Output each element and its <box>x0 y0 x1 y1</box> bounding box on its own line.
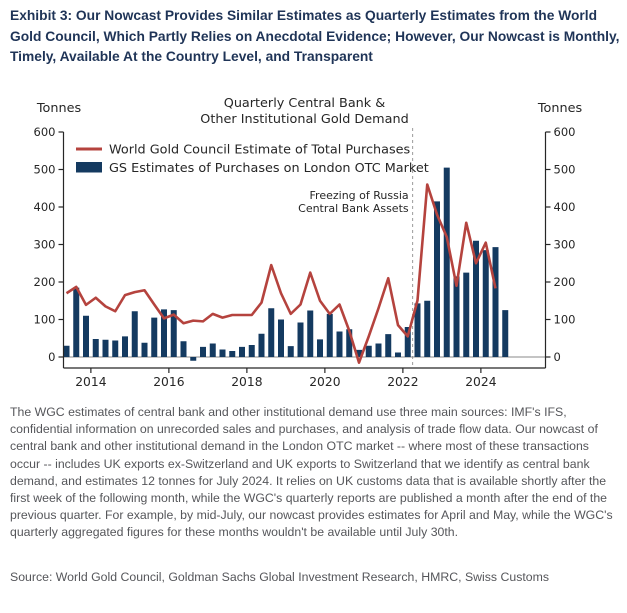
y-tick-label-right: 100 <box>554 313 576 327</box>
bar-2018Q3 <box>268 308 275 357</box>
x-tick-label: 2018 <box>231 375 262 389</box>
x-tick-label: 2024 <box>465 375 496 389</box>
bar-2019Q1 <box>287 346 294 357</box>
bar-2022Q2 <box>414 303 421 357</box>
bar-2017Q3 <box>229 351 236 357</box>
bar-2015Q4 <box>161 309 167 357</box>
bar-2013Q2 <box>63 345 70 357</box>
bar-2015Q2 <box>141 342 148 357</box>
x-tick-label: 2014 <box>75 375 106 389</box>
x-tick-label: 2016 <box>153 375 184 389</box>
bar-2022Q3 <box>424 300 431 357</box>
legend-label-wgc: World Gold Council Estimate of Total Pur… <box>109 143 410 158</box>
bar-2016Q2 <box>180 341 187 357</box>
bar-2018Q1 <box>248 345 255 357</box>
bar-2014Q3 <box>112 340 119 357</box>
y-tick-label-right: 500 <box>554 163 576 177</box>
y-tick-label-left: 500 <box>34 163 56 177</box>
legend-label-gs: GS Estimates of Purchases on London OTC … <box>109 161 429 176</box>
footnote: The WGC estimates of central bank and ot… <box>10 405 613 540</box>
bar-2023Q4 <box>473 240 479 357</box>
russia-annotation-line1: Freezing of Russia <box>310 189 409 202</box>
bar-2022Q1 <box>404 327 411 357</box>
bar-2021Q4 <box>395 352 401 357</box>
y-tick-label-left: 300 <box>34 238 56 252</box>
bar-2017Q1 <box>209 343 216 357</box>
bar-2024Q1 <box>482 250 489 357</box>
bar-2016Q1 <box>170 310 177 357</box>
bar-2013Q3 <box>73 287 80 357</box>
bar-2018Q4 <box>278 319 284 357</box>
source-line: Source: World Gold Council, Goldman Sach… <box>10 570 549 584</box>
bar-2024Q2 <box>492 247 499 357</box>
bar-2013Q4 <box>83 315 89 357</box>
x-tick-label: 2022 <box>387 375 418 389</box>
bar-2016Q3 <box>190 357 197 361</box>
bar-2019Q4 <box>317 339 323 357</box>
y-tick-label-right: 200 <box>554 275 576 289</box>
russia-annotation-line2: Central Bank Assets <box>298 202 409 215</box>
bar-2022Q4 <box>434 201 440 357</box>
y-tick-label-right: 300 <box>554 238 576 252</box>
bar-2019Q3 <box>307 310 314 357</box>
bar-2017Q4 <box>239 346 245 357</box>
bar-2023Q1 <box>443 167 450 357</box>
chart-title-line1: Quarterly Central Bank & <box>224 96 386 111</box>
bar-2020Q2 <box>336 331 343 357</box>
bar-2014Q4 <box>122 336 128 357</box>
bar-2024Q3 <box>502 310 509 357</box>
bar-2020Q3 <box>346 329 353 357</box>
y-tick-label-right: 600 <box>554 125 576 139</box>
bar-2021Q2 <box>375 343 382 357</box>
bar-2021Q3 <box>385 334 392 357</box>
bar-2020Q1 <box>326 313 333 357</box>
bar-2023Q2 <box>453 276 460 357</box>
wgc-line <box>65 183 497 364</box>
axis-label-tonnes-right: Tonnes <box>537 101 583 116</box>
y-tick-label-left: 200 <box>34 275 56 289</box>
bar-2018Q2 <box>258 333 265 357</box>
y-tick-label-left: 400 <box>34 200 56 214</box>
y-tick-label-right: 400 <box>554 200 576 214</box>
bar-2014Q1 <box>92 339 99 357</box>
bar-2017Q2 <box>219 349 226 357</box>
y-tick-label-left: 600 <box>34 125 56 139</box>
bar-2015Q1 <box>131 311 138 357</box>
legend-bar-swatch <box>76 162 102 173</box>
bar-2016Q4 <box>200 346 206 357</box>
chart-title-line2: Other Institutional Gold Demand <box>200 112 408 127</box>
bar-2023Q3 <box>463 272 470 357</box>
bar-2015Q3 <box>151 317 158 357</box>
exhibit-title: Exhibit 3: Our Nowcast Provides Similar … <box>10 8 620 65</box>
bar-2014Q2 <box>102 339 109 357</box>
bar-2021Q1 <box>365 345 372 357</box>
y-tick-label-right: 0 <box>554 350 561 364</box>
bar-2020Q4 <box>356 349 362 357</box>
y-tick-label-left: 0 <box>48 350 55 364</box>
bar-2019Q2 <box>297 322 304 357</box>
y-tick-label-left: 100 <box>34 313 56 327</box>
x-tick-label: 2020 <box>309 375 340 389</box>
axis-label-tonnes-left: Tonnes <box>36 101 82 116</box>
